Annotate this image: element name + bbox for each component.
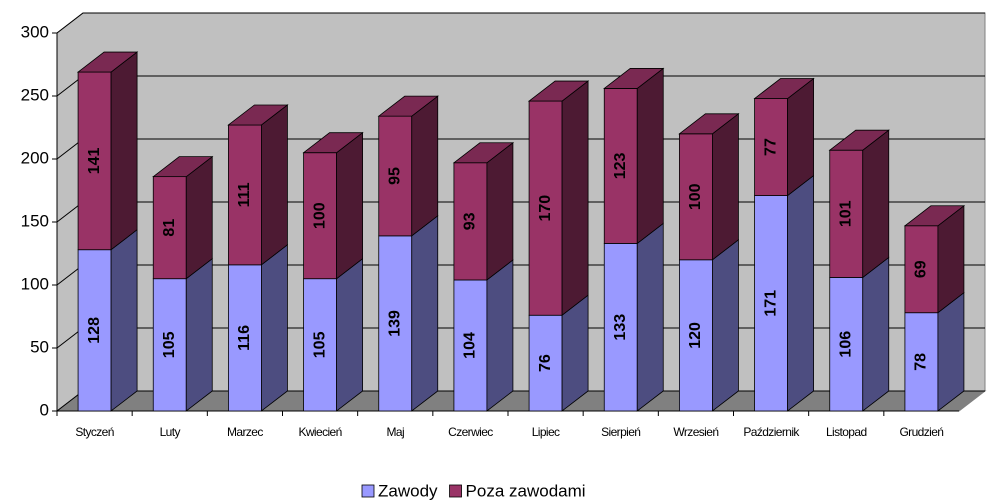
bar-top bbox=[603, 68, 665, 89]
bar-side bbox=[561, 80, 589, 317]
y-tick-label: 100 bbox=[21, 274, 49, 293]
bar-top bbox=[903, 205, 966, 227]
value-label: 101 bbox=[837, 200, 854, 227]
x-tick-label: Wrzesień bbox=[673, 425, 718, 439]
bar-side bbox=[787, 77, 814, 197]
value-label: 141 bbox=[86, 147, 103, 174]
y-tick-label: 150 bbox=[21, 211, 49, 230]
value-label: 100 bbox=[687, 183, 704, 210]
value-label: 100 bbox=[311, 202, 328, 229]
bar bbox=[679, 259, 713, 412]
x-tick-label: Lipiec bbox=[532, 425, 560, 439]
x-tick-label: Kwiecień bbox=[298, 425, 341, 439]
value-label: 139 bbox=[386, 310, 403, 337]
value-label: 105 bbox=[311, 331, 328, 358]
value-label: 78 bbox=[913, 353, 930, 371]
value-label: 69 bbox=[913, 260, 930, 278]
value-label: 106 bbox=[837, 331, 854, 358]
bar-side bbox=[336, 131, 363, 280]
value-label: 81 bbox=[161, 219, 178, 237]
bar bbox=[303, 152, 337, 280]
y-tick-label: 200 bbox=[21, 148, 49, 167]
y-tick-label: 50 bbox=[30, 337, 49, 356]
bar-top bbox=[527, 80, 590, 102]
value-label: 111 bbox=[236, 182, 253, 207]
value-label: 120 bbox=[687, 322, 704, 349]
x-tick-label: Marzec bbox=[227, 425, 263, 439]
value-label: 170 bbox=[537, 195, 554, 222]
bar-side bbox=[261, 104, 288, 266]
bar bbox=[904, 312, 939, 412]
bar-side bbox=[261, 244, 288, 412]
bar bbox=[453, 162, 488, 281]
value-label: 76 bbox=[537, 354, 554, 372]
value-label: 116 bbox=[236, 325, 253, 351]
x-tick-label: Styczeń bbox=[75, 425, 114, 439]
value-label: 93 bbox=[462, 212, 479, 230]
bar-side bbox=[862, 256, 890, 412]
x-tick-label: Listopad bbox=[826, 425, 867, 439]
legend-swatch bbox=[361, 484, 375, 498]
value-label: 171 bbox=[762, 290, 779, 317]
bar-side bbox=[411, 215, 439, 412]
bar-side bbox=[636, 67, 664, 245]
bar-side bbox=[185, 257, 213, 412]
bar-top bbox=[227, 104, 289, 126]
bar-top bbox=[302, 132, 364, 154]
bar-top bbox=[753, 78, 815, 99]
x-tick-label: Maj bbox=[386, 425, 404, 439]
bar-top bbox=[828, 129, 890, 151]
bar bbox=[152, 176, 187, 280]
x-tick-label: Sierpień bbox=[601, 425, 640, 439]
bar bbox=[303, 278, 337, 412]
value-label: 95 bbox=[386, 167, 403, 185]
value-label: 105 bbox=[161, 331, 178, 358]
bar bbox=[228, 124, 262, 266]
bar-side bbox=[712, 238, 739, 412]
value-label: 133 bbox=[612, 314, 629, 341]
bar-side bbox=[336, 257, 363, 412]
y-tick-label: 250 bbox=[21, 85, 49, 104]
bar-side bbox=[486, 141, 514, 281]
bar-side bbox=[862, 129, 890, 279]
bar-side bbox=[937, 291, 965, 412]
bar-side bbox=[712, 112, 739, 261]
bar-side bbox=[787, 174, 814, 412]
bar-top bbox=[76, 51, 139, 73]
grid-line bbox=[56, 12, 985, 34]
legend: Zawody Poza zawodami bbox=[361, 481, 586, 500]
legend-label: Poza zawodami bbox=[466, 481, 586, 500]
bar-side bbox=[411, 95, 439, 237]
bar-top bbox=[377, 95, 439, 117]
bar bbox=[228, 264, 262, 412]
bar bbox=[829, 277, 864, 412]
bar bbox=[679, 133, 713, 261]
x-tick-label: Luty bbox=[160, 425, 181, 439]
y-tick-label: 0 bbox=[40, 400, 49, 419]
value-label: 128 bbox=[86, 317, 103, 344]
y-tick-label: 300 bbox=[21, 22, 49, 41]
x-tick-label: Grudzień bbox=[899, 425, 943, 439]
bar-side bbox=[636, 222, 664, 412]
bar bbox=[603, 243, 638, 412]
value-label: 104 bbox=[462, 332, 479, 359]
bar-side bbox=[185, 155, 213, 280]
legend-label: Zawody bbox=[378, 481, 438, 500]
bar-top bbox=[678, 113, 740, 135]
legend-swatch bbox=[449, 484, 462, 498]
bar-top bbox=[452, 142, 515, 164]
x-tick-label: Październik bbox=[743, 425, 800, 439]
bar-side bbox=[486, 259, 514, 412]
value-label: 123 bbox=[612, 152, 629, 179]
bar-top bbox=[152, 156, 214, 178]
bar-side bbox=[110, 228, 138, 412]
bar bbox=[528, 314, 563, 412]
bar-side bbox=[110, 51, 138, 251]
value-label: 77 bbox=[762, 138, 779, 156]
bar bbox=[603, 88, 638, 244]
x-tick-label: Czerwiec bbox=[448, 425, 493, 439]
